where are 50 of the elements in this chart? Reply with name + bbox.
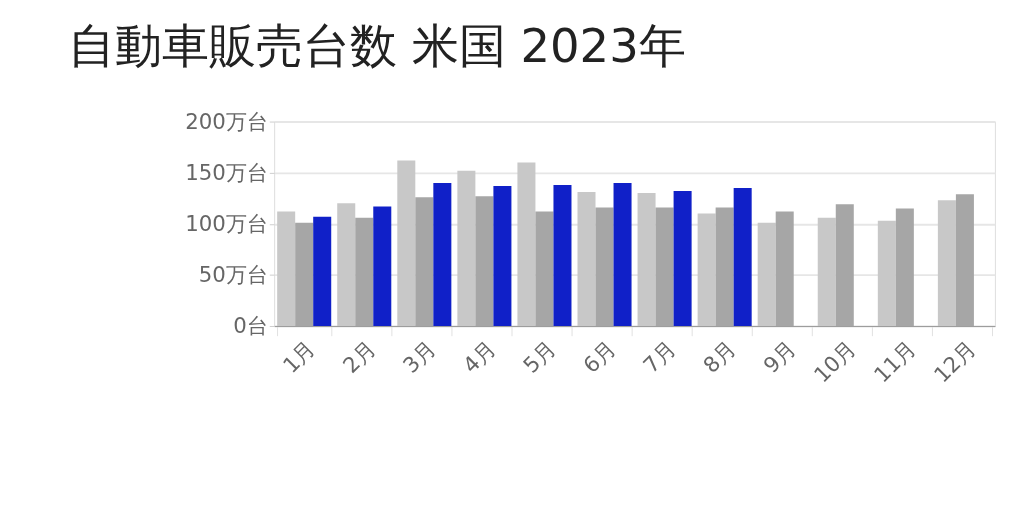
- x-tick-label: 12月: [928, 335, 981, 388]
- bar: [457, 170, 476, 326]
- x-tick-label: 3月: [397, 335, 440, 378]
- bar: [637, 193, 656, 326]
- bar: [673, 191, 692, 326]
- x-tick-label: 10月: [808, 335, 861, 388]
- x-tick-label: 4月: [457, 335, 501, 378]
- bar: [733, 188, 752, 326]
- bar: [577, 192, 596, 326]
- bar: [877, 220, 896, 326]
- x-tick-label: 7月: [638, 335, 681, 378]
- bar: [277, 211, 296, 326]
- x-tick-label: 8月: [698, 335, 741, 378]
- bar: [895, 208, 914, 326]
- bar: [313, 216, 332, 326]
- bar: [757, 222, 776, 326]
- bar: [475, 196, 494, 326]
- bar: [655, 207, 674, 326]
- y-tick-label: 0台: [233, 313, 268, 339]
- x-tick-label: 1月: [277, 335, 320, 378]
- bar: [595, 207, 614, 326]
- y-tick-label: 200万台: [185, 108, 268, 134]
- bar: [715, 207, 734, 326]
- x-tick-label: 2月: [337, 335, 380, 378]
- bar: [373, 206, 392, 326]
- bar: [535, 211, 554, 326]
- bar: [613, 182, 632, 326]
- bar: [433, 182, 452, 326]
- bar: [553, 184, 572, 326]
- x-tick-label: 6月: [578, 335, 621, 378]
- bar: [835, 204, 854, 326]
- bar: [937, 200, 956, 326]
- bar: [955, 194, 974, 326]
- x-tick-label: 5月: [518, 335, 561, 378]
- bar: [337, 203, 356, 326]
- chart-title: 自動車販売台数 米国 2023年: [67, 19, 686, 74]
- bar: [493, 185, 512, 326]
- x-tick-label: 11月: [868, 335, 921, 388]
- y-tick-label: 50万台: [198, 262, 268, 288]
- bar: [775, 211, 794, 326]
- bar: [697, 213, 716, 326]
- bar: [517, 162, 536, 326]
- x-tick-label: 9月: [758, 335, 801, 378]
- bar: [415, 197, 434, 326]
- y-tick-label: 100万台: [185, 211, 268, 237]
- bar: [397, 160, 416, 326]
- bar: [295, 222, 314, 326]
- bar: [817, 217, 836, 326]
- bar: [355, 217, 374, 326]
- y-tick-label: 150万台: [185, 159, 268, 185]
